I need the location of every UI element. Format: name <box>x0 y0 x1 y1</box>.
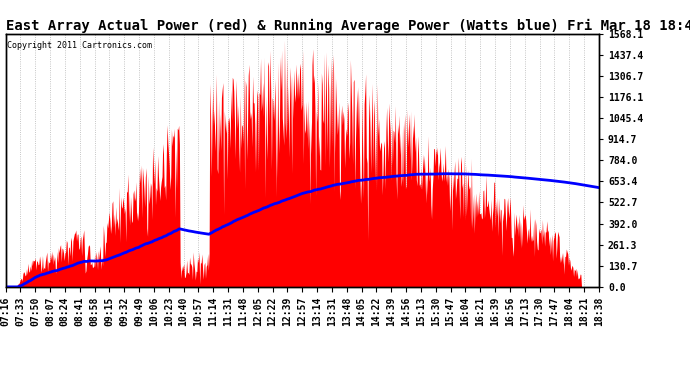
Text: East Array Actual Power (red) & Running Average Power (Watts blue) Fri Mar 18 18: East Array Actual Power (red) & Running … <box>6 18 690 33</box>
Text: Copyright 2011 Cartronics.com: Copyright 2011 Cartronics.com <box>7 41 152 50</box>
